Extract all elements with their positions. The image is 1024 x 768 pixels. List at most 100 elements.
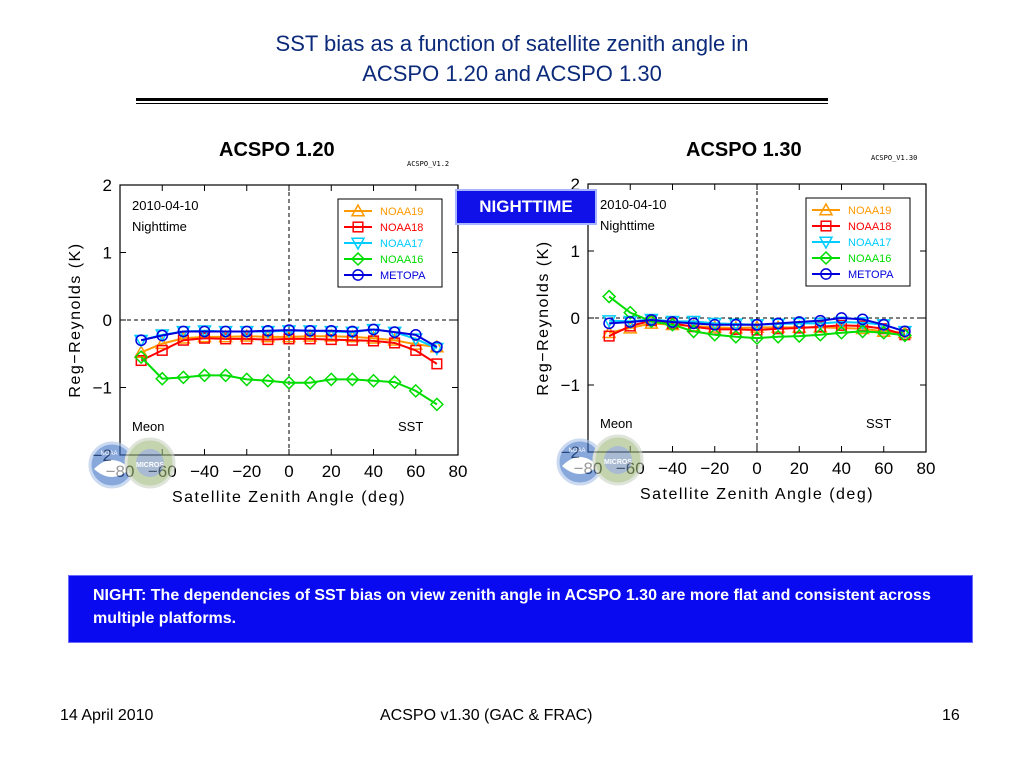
data-point [707,319,723,333]
data-point [304,324,316,337]
data-point [431,358,443,370]
data-point [324,372,339,387]
noaa-bird-shape [94,460,130,477]
data-point [603,317,615,330]
noaa-bird-shape [562,457,598,474]
slide-number: 16 [942,707,960,724]
legend-marker [818,250,834,266]
y-tick-label: 1 [571,242,580,261]
data-point [241,333,253,345]
data-point [408,383,423,398]
y-tick-label: 0 [571,309,580,328]
y-tick-label: 2 [571,175,580,194]
x-axis-label: Satellite Zenith Angle (deg) [640,486,874,503]
data-point [408,336,424,350]
data-point [134,350,149,365]
data-point [176,370,191,385]
data-point [835,319,848,331]
data-point [623,305,638,320]
date-label: 2010-04-10 [132,198,199,213]
data-point [686,315,701,329]
x-tick-label: 40 [364,462,383,481]
x-tick-label: −20 [700,459,729,478]
data-point [176,330,191,344]
time-label: Nighttime [600,218,655,233]
data-point [366,330,381,344]
series-line [140,337,438,365]
x-axis-label: Satellite Zenith Angle (deg) [172,489,406,506]
title-rule-bottom [136,103,828,104]
data-point [603,330,615,342]
x-tick-label: −40 [190,462,219,481]
legend-box [337,198,443,288]
legend-label: NOAA17 [848,237,891,249]
data-point [325,324,338,337]
data-point [749,331,765,346]
data-point [156,344,168,356]
data-point [728,320,744,334]
data-point [155,371,170,386]
footer-date: 14 April 2010 [60,707,154,724]
data-point [813,327,828,342]
data-point [198,332,211,344]
data-point [814,321,826,333]
legend-label: METOPA [380,270,426,282]
x-tick-label: −20 [232,462,261,481]
data-point [876,325,891,340]
data-point [260,325,276,340]
data-point [220,333,232,345]
series-noaa18 [135,332,443,370]
x-tick-label: 40 [832,459,851,478]
data-point [429,342,445,356]
x-tick-label: 0 [284,462,293,481]
legend-marker [818,202,834,216]
data-point [346,325,359,338]
data-point [730,318,742,331]
legend: NOAA19 NOAA18 NOAA17 NOAA16 METOPA [337,198,443,288]
data-point [345,326,360,340]
title-rule-top [136,98,828,101]
data-point [135,354,147,367]
data-point [835,312,848,324]
y-tick-label: 0 [103,311,112,330]
slide-title-line1: SST bias as a function of satellite zeni… [275,31,749,56]
data-point [366,373,381,388]
data-point [856,313,869,326]
nighttime-badge: NIGHTTIME [455,189,597,225]
y-tick-label: −1 [93,379,112,398]
data-point [834,325,849,340]
footer-title: ACSPO v1.30 (GAC & FRAC) [380,707,593,724]
data-point [156,329,169,342]
legend: NOAA19 NOAA18 NOAA17 NOAA16 METOPA [805,197,911,287]
micros-logo-text: MICROS [136,462,164,469]
data-point [708,318,721,331]
legend-marker [820,268,832,280]
legend-label: NOAA18 [380,222,423,234]
legend-label: NOAA17 [380,238,423,250]
data-point [771,329,786,344]
legend-marker [350,203,366,217]
y-axis-label: Reg−Reynolds (K) [67,242,84,397]
x-tick-label: −40 [658,459,687,478]
data-point [325,334,337,346]
y-tick-label: 1 [103,244,112,263]
x-tick-label: 20 [790,459,809,478]
series-line [140,356,438,406]
version-tag-right: ACSPO_V1.30 [871,154,918,162]
data-point [601,325,617,339]
series-metopa [135,323,443,353]
data-point [899,325,911,338]
data-point [666,316,679,328]
data-point [388,326,401,338]
data-point [772,317,784,330]
data-point [283,324,295,336]
data-point [260,373,275,388]
data-point [262,334,274,346]
y-axis-label: Reg−Reynolds (K) [535,240,552,395]
series-noaa16 [134,350,444,412]
legend-marker [352,221,364,233]
legend-label: METOPA [848,269,894,281]
logo-group: NOAA MICROS [556,434,644,486]
legend-marker [350,251,366,267]
